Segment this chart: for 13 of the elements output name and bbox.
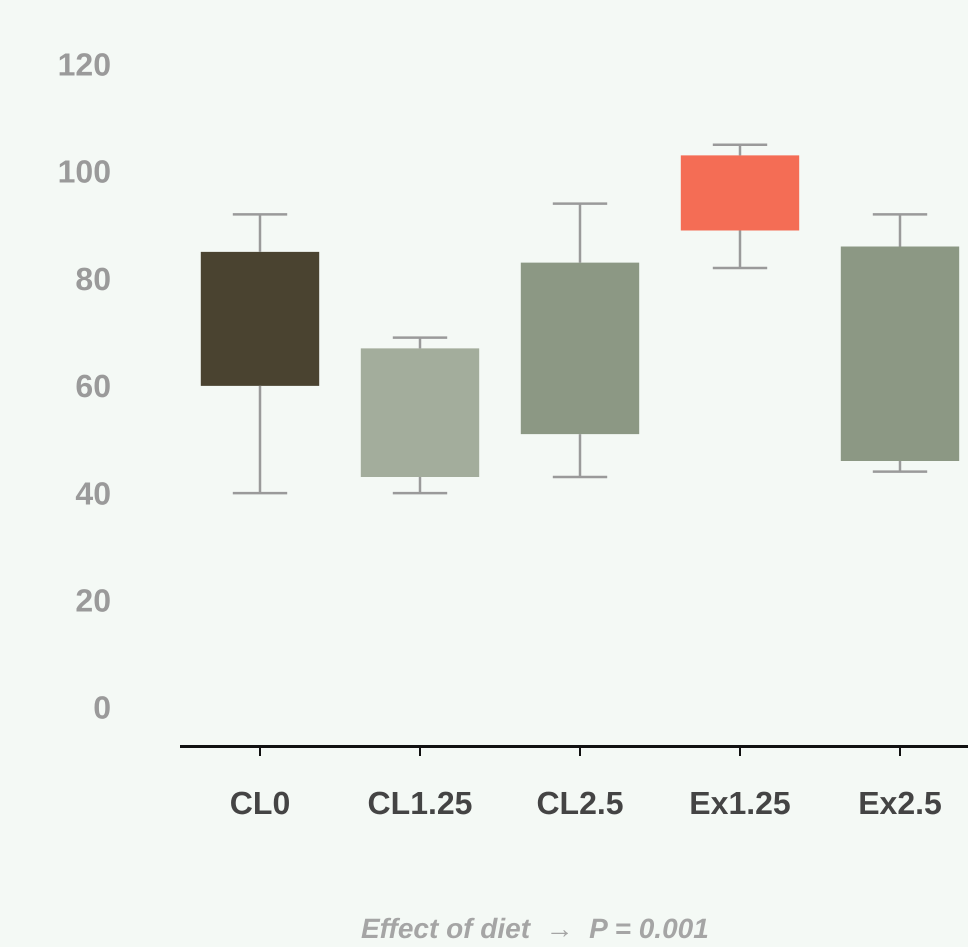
x-tick-label: CL1.25 [368, 785, 472, 822]
x-tick-label: Ex2.5 [858, 785, 942, 822]
y-tick-label: 20 [75, 582, 111, 618]
y-tick-label: 40 [75, 475, 111, 512]
x-tick-label: CL2.5 [536, 785, 624, 822]
y-tick-label: 120 [58, 46, 111, 83]
y-tick-label: 100 [58, 154, 111, 190]
text: Effect of diet → P = 0.001 [361, 913, 709, 944]
y-tick-label: 60 [75, 368, 111, 404]
x-tick-label: CL0 [230, 785, 290, 822]
y-tick-label: 80 [75, 260, 111, 297]
y-tick-label: 0 [93, 690, 111, 726]
x-tick-label: Ex1.25 [689, 785, 791, 822]
